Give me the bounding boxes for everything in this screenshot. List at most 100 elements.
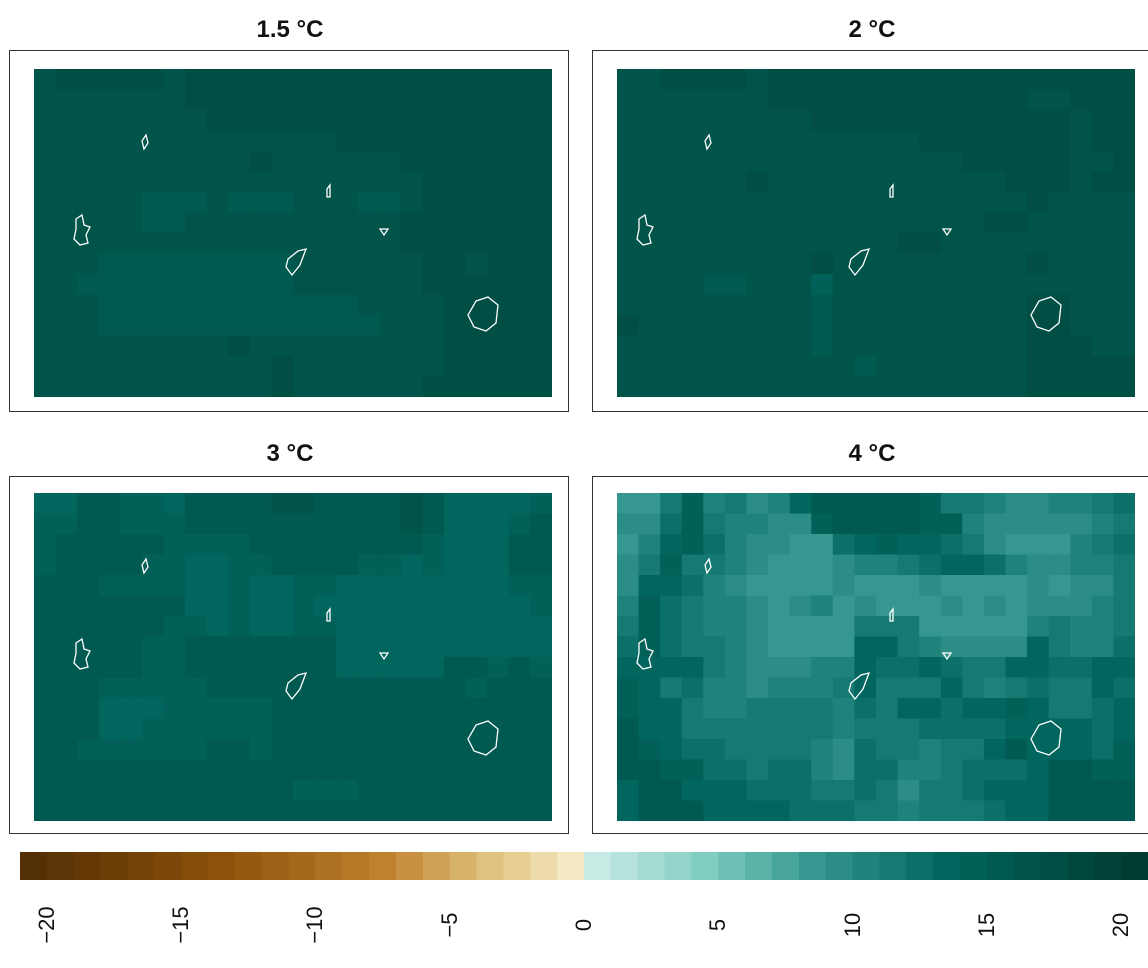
- heatmap-cell: [746, 69, 769, 91]
- heatmap-cell: [768, 356, 791, 378]
- heatmap-cell: [487, 636, 510, 658]
- heatmap-cell: [444, 192, 467, 214]
- heatmap-cell: [876, 69, 899, 91]
- heatmap-cell: [660, 69, 683, 91]
- heatmap-cell: [444, 595, 467, 617]
- heatmap-3: [34, 493, 552, 821]
- heatmap-cell: [444, 575, 467, 597]
- heatmap-cell: [163, 759, 186, 781]
- heatmap-cell: [206, 130, 229, 152]
- heatmap-cell: [422, 636, 445, 658]
- heatmap-cell: [746, 677, 769, 699]
- heatmap-cell: [249, 253, 273, 275]
- heatmap-cell: [962, 739, 985, 761]
- heatmap-cell: [940, 69, 963, 91]
- heatmap-cell: [465, 274, 488, 296]
- heatmap-cell: [660, 335, 683, 357]
- heatmap-cell: [422, 493, 445, 515]
- heatmap-cell: [77, 294, 100, 316]
- heatmap-cell: [638, 69, 661, 91]
- heatmap-cell: [897, 554, 920, 576]
- heatmap-cell: [120, 657, 143, 679]
- heatmap-cell: [1048, 69, 1071, 91]
- heatmap-cell: [1113, 69, 1135, 91]
- heatmap-cell: [789, 89, 812, 111]
- heatmap-cell: [487, 657, 510, 679]
- heatmap-cell: [98, 513, 121, 535]
- heatmap-cell: [789, 130, 812, 152]
- heatmap-cell: [768, 130, 791, 152]
- heatmap-cell: [919, 69, 942, 91]
- heatmap-cell: [379, 89, 402, 111]
- heatmap-cell: [811, 274, 834, 296]
- heatmap-cell: [962, 89, 985, 111]
- heatmap-cell: [1091, 534, 1115, 556]
- heatmap-cell: [1070, 233, 1093, 255]
- heatmap-cell: [163, 151, 186, 173]
- heatmap-cell: [1091, 575, 1115, 597]
- heatmap-cell: [206, 554, 229, 576]
- heatmap-cell: [400, 192, 424, 214]
- heatmap-cell: [120, 151, 143, 173]
- heatmap-cell: [249, 130, 273, 152]
- heatmap-cell: [703, 595, 726, 617]
- heatmap-cell: [336, 575, 359, 597]
- heatmap-cell: [1091, 171, 1115, 193]
- heatmap-cell: [163, 69, 186, 91]
- colorbar-swatch: [100, 852, 128, 880]
- heatmap-cell: [444, 212, 467, 234]
- heatmap-cell: [98, 534, 121, 556]
- heatmap-cell: [422, 780, 445, 802]
- heatmap-cell: [98, 554, 121, 576]
- heatmap-cell: [141, 356, 165, 378]
- heatmap-cell: [336, 69, 359, 91]
- heatmap-cell: [120, 89, 143, 111]
- heatmap-cell: [768, 739, 791, 761]
- panel-title-1p5: 1.5 °C: [256, 16, 324, 43]
- heatmap-cell: [422, 212, 445, 234]
- heatmap-cell: [940, 575, 963, 597]
- heatmap-cell: [34, 595, 57, 617]
- heatmap-cell: [660, 253, 683, 275]
- heatmap-cell: [897, 759, 920, 781]
- colorbar-tick-label: 5: [705, 918, 731, 932]
- heatmap-cell: [465, 575, 488, 597]
- heatmap-cell: [422, 130, 445, 152]
- heatmap-cell: [77, 376, 100, 397]
- heatmap-cell: [940, 171, 963, 193]
- heatmap-cell: [228, 130, 251, 152]
- heatmap-cell: [228, 356, 251, 378]
- heatmap-cell: [638, 780, 661, 802]
- heatmap-cell: [185, 698, 208, 720]
- heatmap-cell: [357, 294, 380, 316]
- heatmap-cell: [465, 110, 488, 132]
- heatmap-cell: [681, 89, 704, 111]
- heatmap-cell: [530, 315, 552, 337]
- heatmap-cell: [465, 534, 488, 556]
- heatmap-cell: [444, 356, 467, 378]
- heatmap-cell: [617, 212, 640, 234]
- heatmap-cell: [1070, 315, 1093, 337]
- heatmap-cell: [1091, 780, 1115, 802]
- heatmap-cell: [724, 315, 748, 337]
- heatmap-cell: [444, 657, 467, 679]
- heatmap-cell: [55, 89, 78, 111]
- heatmap-cell: [724, 636, 748, 658]
- heatmap-cell: [530, 493, 552, 515]
- heatmap-cell: [293, 780, 316, 802]
- heatmap-cell: [768, 800, 791, 821]
- heatmap-cell: [34, 89, 57, 111]
- heatmap-cell: [185, 110, 208, 132]
- heatmap-cell: [940, 677, 963, 699]
- coastline-outline: [285, 248, 308, 277]
- heatmap-cell: [962, 192, 985, 214]
- heatmap-cell: [876, 89, 899, 111]
- heatmap-cell: [703, 376, 726, 397]
- colorbar-swatch: [933, 852, 961, 880]
- heatmap-cell: [1048, 130, 1071, 152]
- heatmap-cell: [271, 110, 294, 132]
- heatmap-cell: [55, 718, 78, 740]
- heatmap-cell: [444, 315, 467, 337]
- heatmap-cell: [336, 513, 359, 535]
- heatmap-cell: [163, 89, 186, 111]
